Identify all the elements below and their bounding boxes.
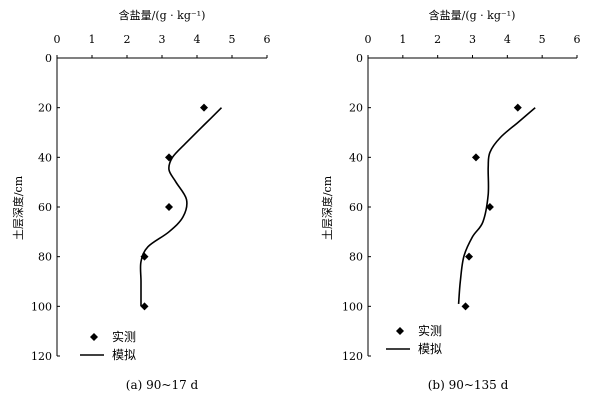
x-tick-label: 1 bbox=[399, 33, 406, 46]
x-axis-title: 含盐量/(g · kg⁻¹) bbox=[429, 8, 516, 22]
y-tick-label: 80 bbox=[349, 251, 363, 264]
y-tick-label: 120 bbox=[31, 350, 52, 363]
x-tick-label: 2 bbox=[434, 33, 441, 46]
data-point-measured bbox=[513, 103, 522, 112]
y-tick-label: 40 bbox=[38, 151, 52, 164]
x-tick-label: 6 bbox=[574, 33, 581, 46]
y-axis-title: 土层深度/cm bbox=[320, 175, 334, 240]
y-tick-label: 100 bbox=[342, 300, 363, 313]
series-line-simulated bbox=[139, 107, 223, 307]
x-tick-label: 4 bbox=[504, 33, 511, 46]
y-tick-label: 120 bbox=[342, 350, 363, 363]
y-tick-label: 20 bbox=[349, 102, 363, 115]
x-tick-label: 0 bbox=[365, 33, 372, 46]
legend-label-simulated: 模拟 bbox=[418, 342, 442, 356]
legend-label-simulated: 模拟 bbox=[112, 348, 136, 362]
series-line-simulated bbox=[457, 107, 536, 304]
x-axis-title: 含盐量/(g · kg⁻¹) bbox=[119, 8, 206, 22]
data-point-measured bbox=[471, 153, 480, 162]
y-tick-label: 40 bbox=[349, 151, 363, 164]
x-tick-label: 3 bbox=[469, 33, 476, 46]
x-tick-label: 5 bbox=[539, 33, 546, 46]
data-point-measured bbox=[465, 252, 474, 261]
chart-panel-a: 含盐量/(g · kg⁻¹) 土层深度/cm (a) 90~17 d 0 1 2 3 4… bbox=[11, 8, 271, 392]
x-tick-label: 1 bbox=[89, 33, 96, 46]
data-point-measured bbox=[461, 302, 470, 311]
legend-label-measured: 实测 bbox=[112, 329, 136, 344]
x-tick-label: 0 bbox=[54, 33, 61, 46]
chart-marks bbox=[139, 103, 223, 311]
data-point-measured bbox=[200, 103, 208, 112]
x-tick-label: 4 bbox=[194, 33, 201, 46]
legend-label-measured: 实测 bbox=[418, 323, 442, 338]
panel-caption: (a) 90~17 d bbox=[126, 378, 199, 392]
y-tick-label: 60 bbox=[38, 201, 52, 214]
chart-marks bbox=[457, 103, 536, 311]
chart-panel-b: 含盐量/(g · kg⁻¹) 土层深度/cm (b) 90~135 d 0 1 2 3… bbox=[320, 8, 581, 392]
y-tick-label: 60 bbox=[349, 201, 363, 214]
data-point-measured bbox=[140, 302, 149, 311]
data-point-measured bbox=[165, 203, 173, 211]
panel-caption: (b) 90~135 d bbox=[428, 378, 509, 392]
y-axis-title: 土层深度/cm bbox=[11, 175, 25, 240]
y-tick-label: 100 bbox=[31, 300, 52, 313]
legend-marker-measured bbox=[396, 327, 404, 335]
y-tick-label: 80 bbox=[38, 251, 52, 264]
y-tick-label: 0 bbox=[356, 52, 363, 65]
x-tick-label: 2 bbox=[124, 33, 131, 46]
y-tick-label: 20 bbox=[38, 102, 52, 115]
y-tick-label: 0 bbox=[45, 52, 52, 65]
x-tick-label: 5 bbox=[229, 33, 236, 46]
x-tick-label: 6 bbox=[264, 33, 271, 46]
legend-marker-measured bbox=[90, 333, 98, 341]
x-tick-label: 3 bbox=[159, 33, 166, 46]
data-point-measured bbox=[485, 203, 494, 211]
